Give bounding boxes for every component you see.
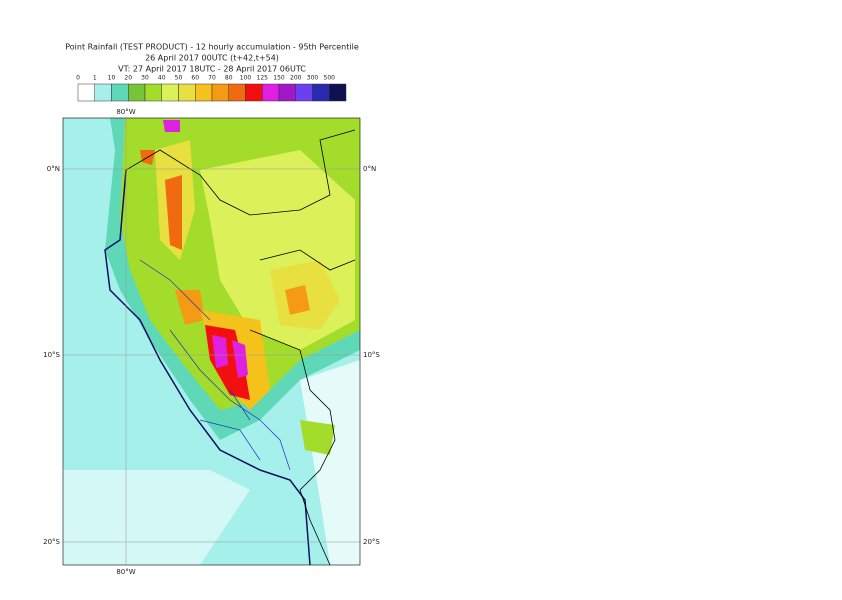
legend-swatch xyxy=(128,83,146,102)
lat-label: 10°S xyxy=(43,351,60,359)
legend-label: 0 xyxy=(76,75,80,82)
legend-swatch xyxy=(262,83,280,102)
legend-swatch xyxy=(111,83,129,102)
legend-label: 300 xyxy=(307,75,319,82)
map xyxy=(63,118,360,565)
legend-label: 500 xyxy=(324,75,336,82)
legend-label: 200 xyxy=(290,75,302,82)
legend-swatch xyxy=(278,83,296,102)
lon-label: 80°W xyxy=(116,108,135,116)
lon-label: 80°W xyxy=(116,568,135,576)
legend-label: 80 xyxy=(225,75,233,82)
legend-label: 20 xyxy=(124,75,132,82)
lat-label: 0°N xyxy=(363,165,376,173)
legend-swatch xyxy=(312,83,330,102)
legend-label: 100 xyxy=(240,75,252,82)
legend-label: 125 xyxy=(257,75,269,82)
legend-label: 1 xyxy=(93,75,97,82)
legend-swatch xyxy=(94,83,112,102)
legend-swatch xyxy=(211,83,229,102)
lat-label: 10°S xyxy=(363,351,380,359)
subtitle: 26 April 2017 00UTC (t+42,t+54) xyxy=(145,54,279,63)
title: Point Rainfall (TEST PRODUCT) - 12 hourl… xyxy=(65,43,359,52)
legend-swatch xyxy=(245,83,263,102)
legend-swatch xyxy=(178,83,196,102)
map-frame xyxy=(62,117,361,566)
legend-swatch xyxy=(161,83,179,102)
lat-label: 0°N xyxy=(47,165,60,173)
legend-label: 60 xyxy=(191,75,199,82)
lat-label: 20°S xyxy=(43,538,60,546)
legend-label: 30 xyxy=(141,75,149,82)
legend-label: 50 xyxy=(175,75,183,82)
legend-swatch xyxy=(295,83,313,102)
valid-time: VT: 27 April 2017 18UTC - 28 April 2017 … xyxy=(118,65,306,74)
legend-swatch xyxy=(144,83,162,102)
lat-label: 20°S xyxy=(363,538,380,546)
legend-label: 10 xyxy=(108,75,116,82)
legend: 0 1 10 20 30 40 50 60 70 80 100 125 150 200 300 500 xyxy=(76,75,347,102)
legend-swatch xyxy=(329,83,347,102)
legend-label: 70 xyxy=(208,75,216,82)
legend-label: 40 xyxy=(158,75,166,82)
legend-label: 150 xyxy=(273,75,285,82)
legend-swatch xyxy=(228,83,246,102)
legend-swatch xyxy=(195,83,213,102)
legend-swatch xyxy=(77,83,95,102)
